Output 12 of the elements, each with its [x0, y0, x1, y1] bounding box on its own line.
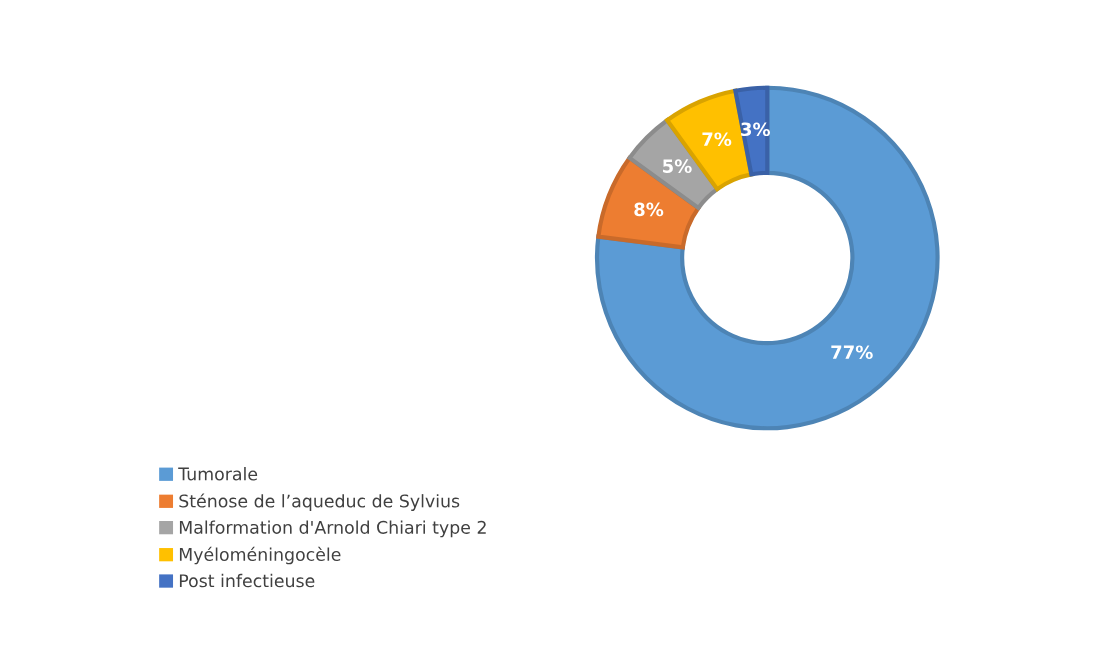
data-label: 5% [663, 159, 692, 173]
data-label: 8% [634, 202, 664, 217]
data-label: 3% [741, 122, 771, 137]
legend-label: Sténose de l’aqueduc de Sylvius [179, 493, 460, 511]
legend-label: Post infectieuse [179, 573, 315, 588]
data-label: 77% [831, 345, 873, 360]
legend-label: Myéloméningocèle [179, 546, 341, 565]
legend-label: Malformation d'Arnold Chiari type 2 [179, 520, 486, 538]
donut-slice [594, 85, 940, 431]
data-label: 7% [702, 132, 732, 147]
legend-label: Tumorale [178, 467, 258, 481]
donut-slice [733, 85, 770, 177]
